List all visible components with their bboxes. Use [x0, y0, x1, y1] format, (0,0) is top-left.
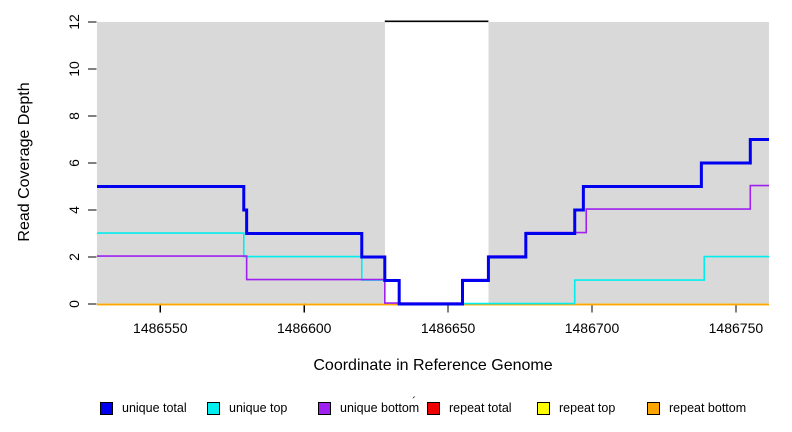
legend-swatch-unique-bottom	[318, 401, 331, 415]
legend-swatch-repeat-top	[537, 401, 550, 415]
legend-item-unique-bottom: unique bottom	[318, 401, 419, 415]
y-tick-label: 12	[66, 14, 82, 30]
series-line-unique-total	[97, 138, 769, 306]
legend-swatch-unique-total	[100, 401, 113, 415]
y-axis-label: Read Coverage Depth	[16, 82, 33, 242]
stray-mark: ´	[412, 394, 417, 409]
y-tick-label: 6	[66, 159, 82, 167]
x-tick-label: 1486650	[421, 320, 476, 336]
repeat-region	[384, 22, 489, 304]
x-tick-label: 1486550	[133, 320, 188, 336]
x-tick-label: 1486600	[277, 320, 332, 336]
legend-item-unique-top: unique top	[207, 401, 287, 415]
legend-swatch-unique-top	[207, 401, 220, 415]
legend-label: repeat bottom	[669, 401, 747, 415]
y-tick-label: 8	[66, 112, 82, 120]
legend-swatch-repeat-bottom	[647, 401, 660, 415]
x-axis-label: Coordinate in Reference Genome	[313, 357, 553, 374]
legend-swatch-repeat-total	[427, 401, 440, 415]
legend-label: unique bottom	[340, 401, 420, 415]
legend-item-repeat-total: repeat total	[427, 401, 512, 415]
y-tick-label: 10	[66, 61, 82, 77]
coverage-plot: 1486550 1486600 1486650 1486700 1486750 0 2 4 6 8…	[66, 14, 769, 336]
y-tick-label: 4	[66, 206, 82, 214]
legend-label: repeat total	[449, 401, 512, 415]
legend-label: repeat top	[559, 401, 616, 415]
x-tick-label: 1486700	[565, 320, 620, 336]
legend-item-repeat-top: repeat top	[537, 401, 615, 415]
legend-label: unique total	[122, 401, 187, 415]
legend-item-unique-total: unique total	[100, 401, 187, 415]
legend-label: unique top	[229, 401, 288, 415]
legend-item-repeat-bottom: repeat bottom	[647, 401, 746, 415]
y-tick-label: 0	[66, 300, 82, 308]
y-tick-label: 2	[66, 253, 82, 261]
x-tick-label: 1486750	[709, 320, 764, 336]
